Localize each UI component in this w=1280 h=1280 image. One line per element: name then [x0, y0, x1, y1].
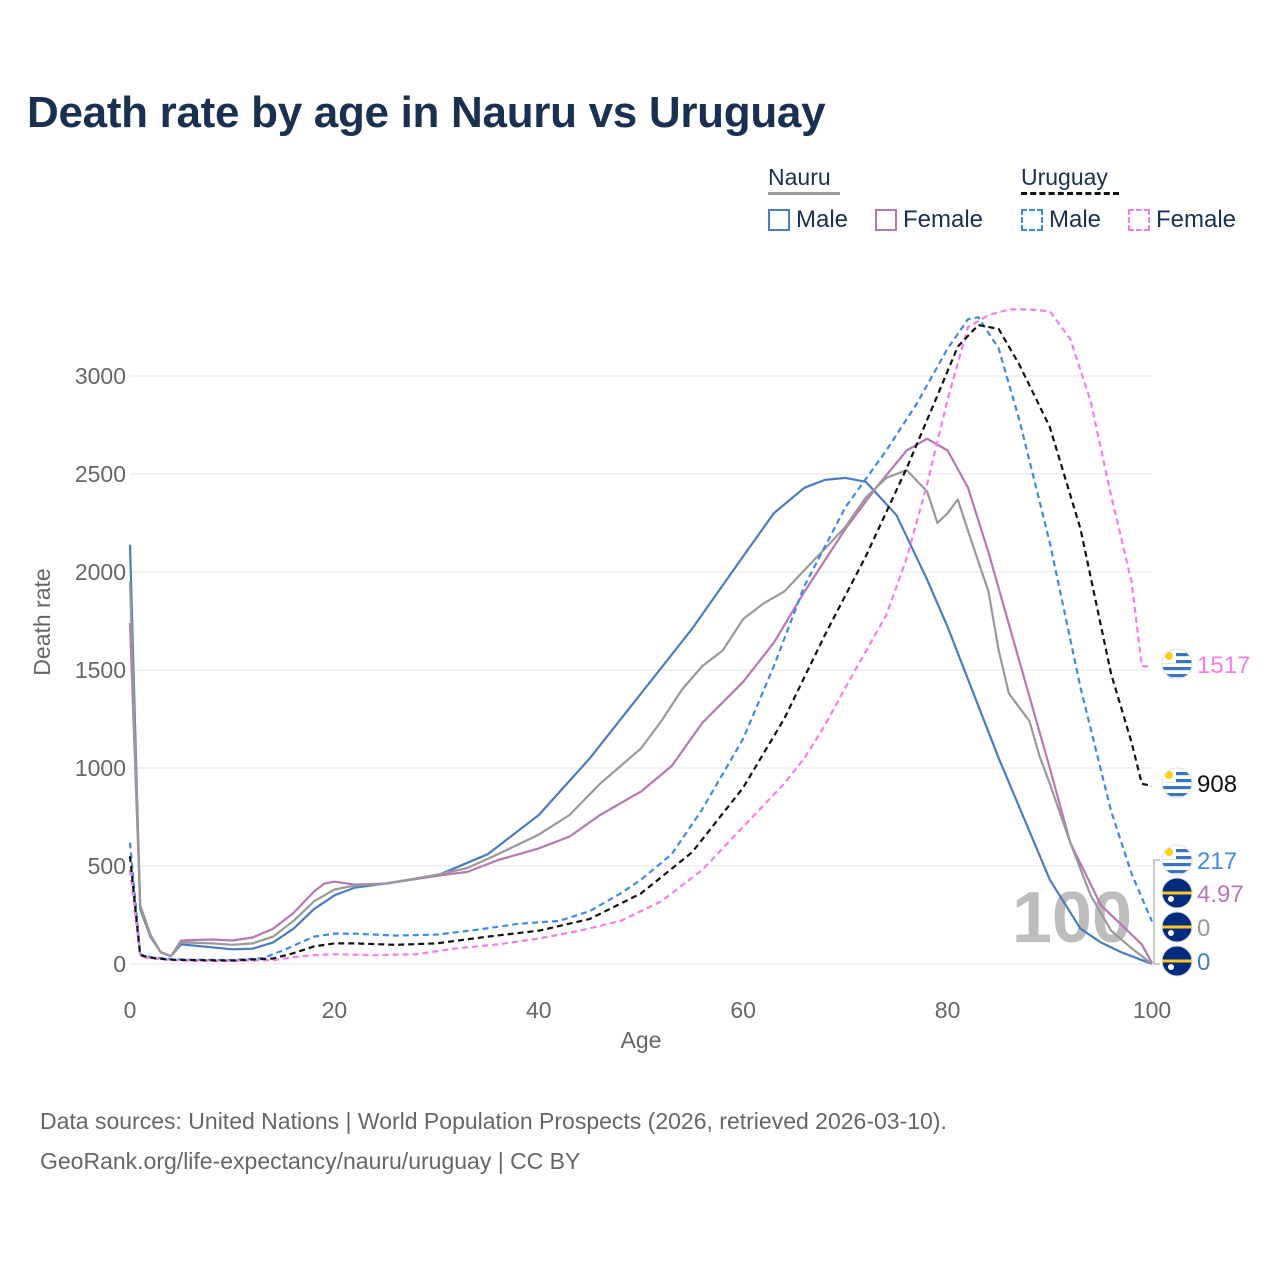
- y-tick-label: 1000: [75, 755, 126, 781]
- legend-nauru-female-box: [875, 209, 897, 231]
- legend-uruguay-male-label: Male: [1049, 206, 1102, 233]
- end-label-nauru-female: 4.97: [1197, 881, 1244, 908]
- x-tick-label: 60: [730, 997, 756, 1023]
- legend-nauru-female[interactable]: Female: [875, 206, 983, 234]
- legend-nauru-male-label: Male: [796, 206, 849, 233]
- uruguay-flag-icon: [1161, 767, 1193, 799]
- legend-uruguay-swatch: [1021, 192, 1119, 195]
- end-label-nauru-total: 0: [1197, 915, 1210, 942]
- series-line-uruguay-female[interactable]: [128, 308, 1153, 963]
- uruguay-flag-icon: [1161, 648, 1193, 680]
- series-line-nauru-female[interactable]: [128, 437, 1153, 964]
- end-label-nauru-male: 0: [1197, 949, 1210, 976]
- end-label-bracket: [1153, 859, 1160, 965]
- y-tick-label: 2000: [75, 559, 126, 585]
- end-label-uruguay-female: 1517: [1197, 652, 1250, 679]
- x-tick-label: 20: [322, 997, 348, 1023]
- legend-nauru-swatch: [768, 192, 840, 195]
- sources-line: Data sources: United Nations | World Pop…: [40, 1108, 947, 1134]
- end-label-uruguay-male: 217: [1197, 848, 1237, 875]
- x-tick-label: 40: [526, 997, 552, 1023]
- legend-nauru-male[interactable]: Male: [768, 206, 848, 234]
- uruguay-flag-icon: [1161, 844, 1193, 876]
- legend-uruguay-female[interactable]: Female: [1128, 206, 1236, 234]
- nauru-flag-icon: [1161, 945, 1193, 977]
- y-axis-label: Death rate: [29, 568, 55, 675]
- end-label-uruguay-total: 908: [1197, 771, 1237, 798]
- attribution-link[interactable]: GeoRank.org/life-expectancy/nauru/urugua…: [40, 1148, 581, 1174]
- x-axis-label: Age: [621, 1027, 662, 1053]
- legend-nauru-heading: Nauru: [768, 164, 831, 190]
- legend-uruguay-female-box: [1128, 209, 1150, 231]
- legend-nauru-male-box: [768, 209, 790, 231]
- year-watermark: 100: [1012, 878, 1132, 958]
- legend-uruguay-male-box: [1021, 209, 1043, 231]
- series-line-uruguay-male[interactable]: [128, 316, 1154, 962]
- legend-uruguay-male[interactable]: Male: [1021, 206, 1101, 234]
- y-tick-label: 3000: [75, 363, 126, 389]
- nauru-flag-icon: [1161, 877, 1193, 909]
- series-line-nauru-male[interactable]: [128, 476, 1153, 966]
- legend-uruguay-female-label: Female: [1156, 206, 1237, 233]
- series-line-uruguay-total[interactable]: [128, 323, 1153, 962]
- x-tick-label: 0: [124, 997, 137, 1023]
- y-tick-label: 1500: [75, 657, 126, 683]
- chart-title: Death rate by age in Nauru vs Uruguay: [27, 88, 826, 137]
- y-tick-label: 500: [88, 853, 126, 879]
- y-tick-label: 2500: [75, 461, 126, 487]
- x-tick-label: 80: [935, 997, 961, 1023]
- nauru-flag-icon: [1161, 911, 1193, 943]
- y-tick-label: 0: [113, 951, 126, 977]
- x-tick-label: 100: [1133, 997, 1171, 1023]
- legend-uruguay-heading: Uruguay: [1021, 164, 1108, 190]
- legend-nauru-female-label: Female: [903, 206, 984, 233]
- series-line-nauru-total[interactable]: [128, 469, 1153, 965]
